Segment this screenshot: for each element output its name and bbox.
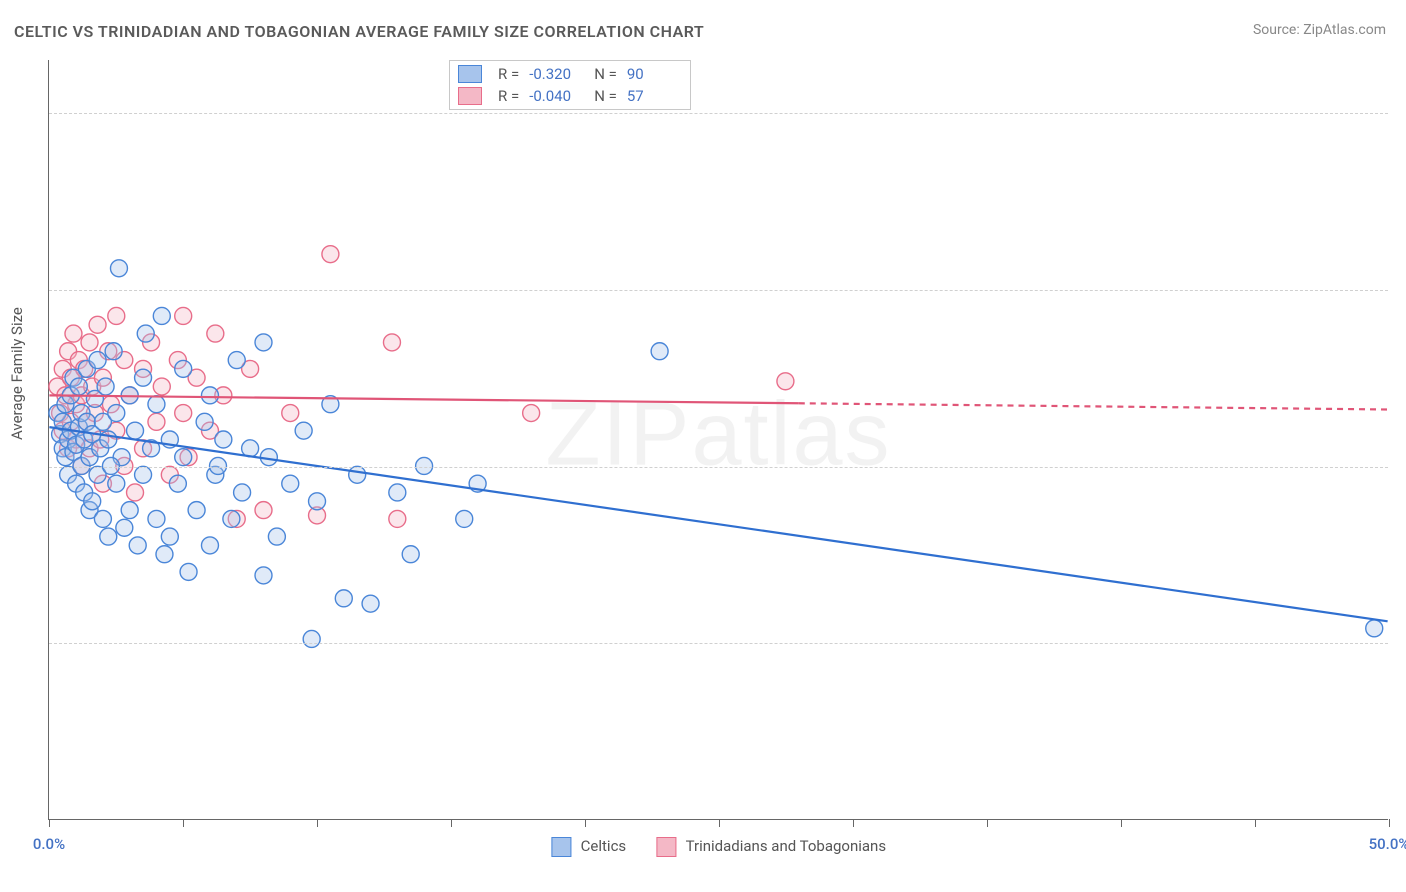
swatch-series-a-bottom xyxy=(551,837,571,857)
swatch-series-a xyxy=(458,65,482,83)
stats-legend-box: R = -0.320 N = 90 R = -0.040 N = 57 xyxy=(449,60,691,110)
chart-svg xyxy=(49,60,1388,819)
swatch-series-b xyxy=(458,87,482,105)
legend-item-series-a: Celtics xyxy=(551,837,626,857)
y-axis-label: Average Family Size xyxy=(8,307,26,440)
stat-r-value-a: -0.320 xyxy=(529,65,584,83)
chart-title: CELTIC VS TRINIDADIAN AND TOBAGONIAN AVE… xyxy=(14,22,704,41)
stat-n-label-b: N = xyxy=(594,87,617,105)
stat-r-label-b: R = xyxy=(498,87,519,105)
source-credit: Source: ZipAtlas.com xyxy=(1253,22,1386,38)
x-tick-label: 50.0% xyxy=(1369,835,1406,853)
stat-r-value-b: -0.040 xyxy=(529,87,584,105)
stats-row-series-b: R = -0.040 N = 57 xyxy=(458,85,682,107)
legend-label-series-a: Celtics xyxy=(581,837,627,855)
swatch-series-b-bottom xyxy=(656,837,676,857)
stat-n-value-a: 90 xyxy=(627,65,682,83)
stat-n-value-b: 57 xyxy=(627,87,682,105)
legend-label-series-b: Trinidadians and Tobagonians xyxy=(686,837,886,855)
watermark-text: ZIPatlas xyxy=(545,383,891,486)
stat-n-label-a: N = xyxy=(594,65,617,83)
x-tick-label: 0.0% xyxy=(33,835,65,853)
plot-area: ZIPatlas R = -0.320 N = 90 R = -0.040 N … xyxy=(48,60,1388,820)
source-value: ZipAtlas.com xyxy=(1303,22,1386,38)
stat-r-label-a: R = xyxy=(498,65,519,83)
stats-row-series-a: R = -0.320 N = 90 xyxy=(458,63,682,85)
source-label: Source: xyxy=(1253,22,1303,38)
legend-item-series-b: Trinidadians and Tobagonians xyxy=(656,837,886,857)
bottom-legend: Celtics Trinidadians and Tobagonians xyxy=(551,837,886,857)
